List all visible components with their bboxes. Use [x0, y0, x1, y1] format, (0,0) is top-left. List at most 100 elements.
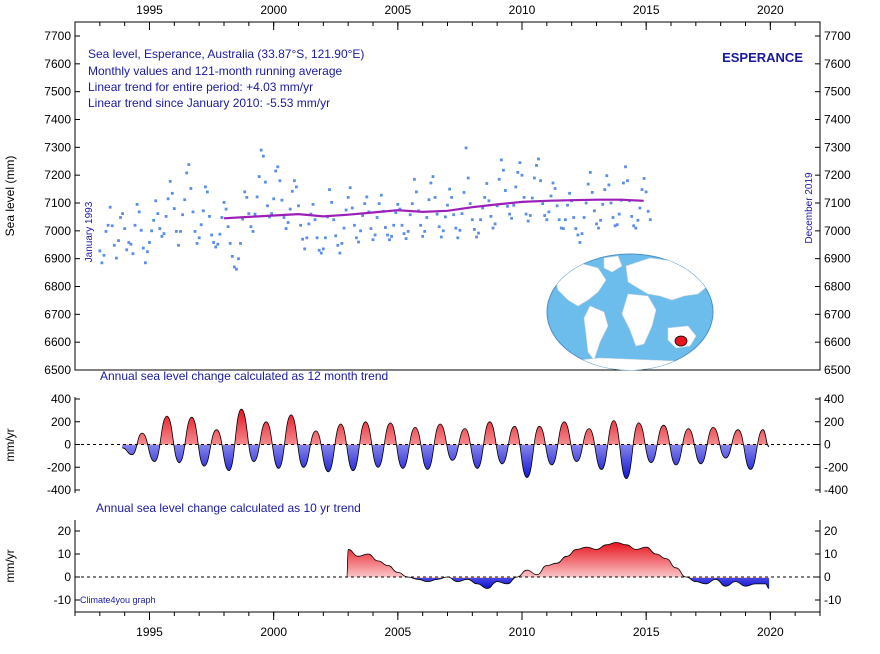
monthly-point [377, 202, 381, 205]
monthly-point [235, 267, 238, 271]
y-tick-label-right: 7300 [824, 140, 851, 154]
monthly-point [379, 193, 383, 197]
monthly-point [590, 191, 594, 194]
monthly-point [110, 224, 114, 228]
bot-y-axis: -10 -10 0 0 10 10 20 20 [54, 524, 842, 607]
monthly-point [396, 203, 400, 206]
monthly-point [123, 227, 127, 230]
monthly-point [371, 238, 375, 242]
monthly-point [483, 196, 487, 199]
monthly-point [580, 232, 584, 235]
monthly-point [172, 207, 176, 210]
x-tick-label-bottom: 2020 [757, 625, 784, 639]
monthly-point [232, 265, 236, 269]
y-tick-label-left: 20 [58, 524, 72, 538]
y-tick-label-right: 6900 [824, 252, 851, 266]
monthly-point [384, 226, 387, 229]
monthly-point [324, 236, 327, 240]
y-tick-label-left: -200 [47, 460, 71, 474]
monthly-point [630, 215, 634, 218]
monthly-point [361, 214, 364, 217]
monthly-point [353, 223, 356, 227]
running-average-line [223, 198, 644, 220]
y-tick-label-left: 6900 [44, 252, 71, 266]
monthly-point [535, 164, 538, 167]
monthly-point [348, 186, 352, 190]
start-date-label: January 1993 [84, 201, 95, 262]
monthly-point [156, 212, 160, 215]
monthly-point [158, 227, 162, 230]
monthly-point [499, 158, 503, 162]
monthly-point [251, 230, 255, 233]
monthly-point [566, 203, 569, 207]
monthly-point [634, 226, 638, 230]
monthly-point [460, 212, 464, 215]
monthly-point [201, 209, 205, 213]
monthly-point [179, 230, 182, 233]
monthly-point [261, 154, 265, 158]
monthly-point [295, 185, 298, 189]
y-tick-label-right: 7600 [824, 57, 851, 71]
monthly-point [139, 228, 143, 232]
monthly-point [286, 221, 290, 224]
monthly-point [363, 202, 367, 205]
y-tick-label-right: -10 [824, 593, 842, 607]
monthly-point [253, 212, 257, 216]
monthly-point [462, 191, 466, 194]
monthly-point [274, 169, 278, 173]
bot-positive-area [346, 542, 770, 578]
monthly-point [181, 213, 184, 217]
monthly-point [119, 216, 122, 219]
monthly-point [518, 161, 522, 164]
monthly-point [390, 235, 393, 238]
monthly-point [212, 241, 215, 244]
monthly-point [448, 187, 451, 191]
monthly-point [193, 230, 197, 233]
monthly-point [545, 218, 549, 222]
x-tick-label-bottom: 1995 [136, 625, 163, 639]
monthly-point [177, 243, 180, 247]
monthly-point [429, 181, 433, 185]
monthly-point [609, 201, 613, 205]
y-tick-label-right: 6500 [824, 363, 851, 377]
monthly-point [183, 198, 187, 202]
monthly-point [135, 203, 139, 206]
monthly-point [187, 163, 191, 166]
monthly-point [392, 223, 396, 227]
monthly-point [410, 202, 414, 205]
y-tick-label-left: 6600 [44, 335, 71, 349]
monthly-point [520, 173, 524, 177]
y-tick-label-left: 7700 [44, 29, 71, 43]
y-tick-label-right: 7700 [824, 29, 851, 43]
monthly-point [599, 218, 602, 222]
monthly-point [553, 187, 557, 190]
monthly-point [218, 232, 222, 236]
monthly-point [468, 202, 472, 205]
x-tick-label-bottom: 2015 [633, 625, 660, 639]
monthly-point [632, 224, 636, 228]
monthly-point [473, 228, 476, 231]
x-tick-label-top: 2010 [509, 3, 536, 17]
y-tick-label-right: 7000 [824, 224, 851, 238]
monthly-point [485, 182, 489, 185]
monthly-point [125, 248, 129, 252]
monthly-point [220, 216, 224, 219]
bottom-panel-title: Annual sea level change calculated as 10… [96, 501, 361, 515]
x-tick-label-top: 2020 [757, 3, 784, 17]
monthly-point [334, 234, 338, 238]
monthly-point [502, 168, 505, 172]
mid-positive-area [122, 409, 770, 445]
x-tick-label-top: 2015 [633, 3, 660, 17]
monthly-point [332, 218, 336, 222]
monthly-point [543, 214, 547, 217]
monthly-point [404, 237, 408, 240]
monthly-point [646, 209, 650, 213]
monthly-point [557, 218, 561, 222]
monthly-point [226, 225, 230, 229]
monthly-point [255, 195, 259, 199]
monthly-point [452, 213, 456, 217]
x-tick-label-bottom: 2005 [384, 625, 411, 639]
station-label: ESPERANCE [722, 50, 803, 65]
monthly-point [530, 196, 534, 200]
